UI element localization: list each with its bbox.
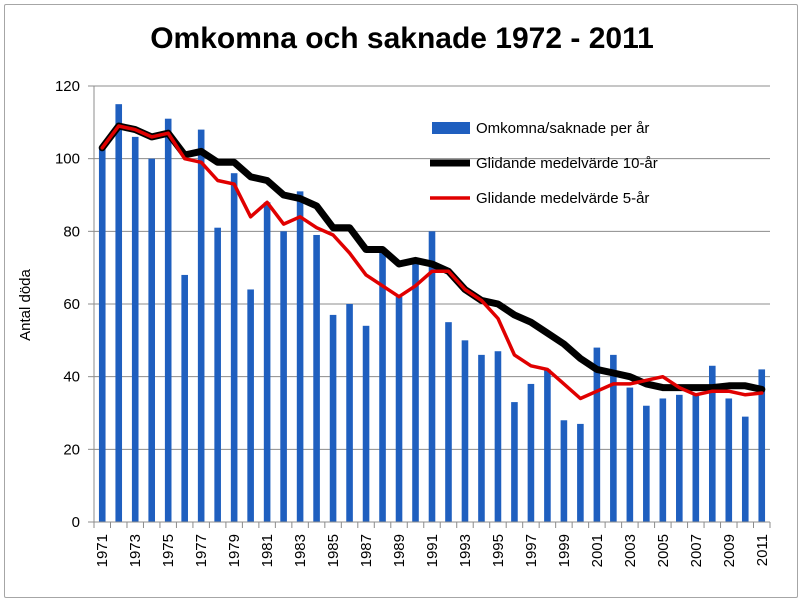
bar (379, 249, 386, 522)
bar-series (98, 104, 766, 523)
y-axis-label: Antal döda (17, 268, 34, 340)
x-tick-label: 2003 (622, 534, 639, 567)
bar (527, 383, 535, 522)
bar (643, 405, 650, 522)
bar (197, 129, 205, 522)
y-tick-label: 0 (72, 514, 80, 531)
bar (296, 191, 304, 522)
x-tick-label: 1985 (325, 534, 342, 567)
bar (560, 420, 568, 522)
legend-label: Glidande medelvärde 5-år (476, 190, 649, 207)
legend-swatch (432, 122, 470, 134)
y-tick-label: 120 (55, 78, 80, 95)
y-tick-label: 40 (63, 369, 80, 386)
y-tick-label: 80 (63, 223, 80, 240)
bar (148, 158, 156, 522)
x-tick-labels: 1971 1973 1975 1977 1979 1981 1983 1985 1987 1989… (94, 534, 771, 567)
bar (626, 387, 634, 522)
bar (577, 423, 584, 522)
bar (461, 340, 469, 522)
bar (263, 202, 271, 522)
bar (544, 369, 551, 522)
x-tick-label: 1989 (391, 534, 408, 567)
bar (247, 289, 254, 522)
x-tick-label: 1991 (424, 534, 441, 567)
bar (478, 354, 485, 522)
bar (164, 118, 172, 522)
bar (758, 369, 766, 522)
y-tick-label: 60 (63, 296, 80, 313)
bar (428, 231, 436, 523)
x-tick-label: 2007 (688, 534, 705, 567)
bar (659, 398, 667, 522)
bar (445, 322, 452, 522)
bar (692, 394, 700, 522)
bar (280, 231, 287, 523)
x-tick-label: 2001 (589, 534, 606, 567)
bar (610, 354, 617, 522)
bar (511, 402, 518, 522)
legend-label: Omkomna/saknade per år (476, 120, 649, 137)
x-tick-label: 1987 (358, 534, 375, 567)
legend: Omkomna/saknade per år Glidande medelvärd… (430, 120, 658, 207)
bar (676, 394, 683, 522)
bar (725, 398, 733, 522)
series-line (98, 122, 766, 393)
bar (214, 227, 221, 522)
bar (131, 136, 139, 522)
series-line (100, 124, 764, 401)
x-tick-label: 2011 (754, 534, 771, 566)
bar (708, 365, 716, 522)
bar (593, 347, 601, 522)
x-tick-label: 1975 (160, 534, 177, 567)
bar (181, 274, 188, 522)
chart-frame (4, 4, 798, 598)
bar (346, 304, 353, 522)
x-tick-label: 1983 (292, 534, 309, 567)
legend-label: Glidande medelvärde 10-år (476, 155, 658, 172)
x-tick-label: 1981 (259, 534, 276, 567)
bar (412, 264, 419, 522)
bar (741, 416, 749, 522)
x-tick-label: 1979 (226, 534, 243, 567)
x-tick-label: 1971 (94, 534, 111, 567)
x-tick-label: 1999 (556, 534, 573, 567)
bar (313, 234, 320, 522)
x-tick-label: 1973 (127, 534, 144, 567)
bar (115, 104, 123, 523)
line-series (98, 122, 766, 401)
axes (88, 85, 771, 528)
x-tick-label: 1977 (193, 534, 210, 567)
chart-title: Omkomna och saknade 1972 - 2011 (150, 22, 654, 55)
bar (362, 325, 370, 522)
x-tick-label: 1993 (457, 534, 474, 567)
y-tick-labels: 0 20 40 60 80 100 120 (55, 78, 80, 531)
bar (395, 296, 403, 522)
x-tick-label: 1995 (490, 534, 507, 567)
y-tick-label: 100 (55, 151, 80, 168)
x-tick-label: 1997 (523, 534, 540, 567)
y-tick-label: 20 (63, 441, 80, 458)
bar (329, 314, 337, 522)
bar (494, 351, 502, 522)
bar (98, 147, 106, 522)
bar (230, 173, 238, 522)
x-tick-label: 2005 (655, 534, 672, 567)
x-tick-label: 2009 (721, 534, 738, 567)
